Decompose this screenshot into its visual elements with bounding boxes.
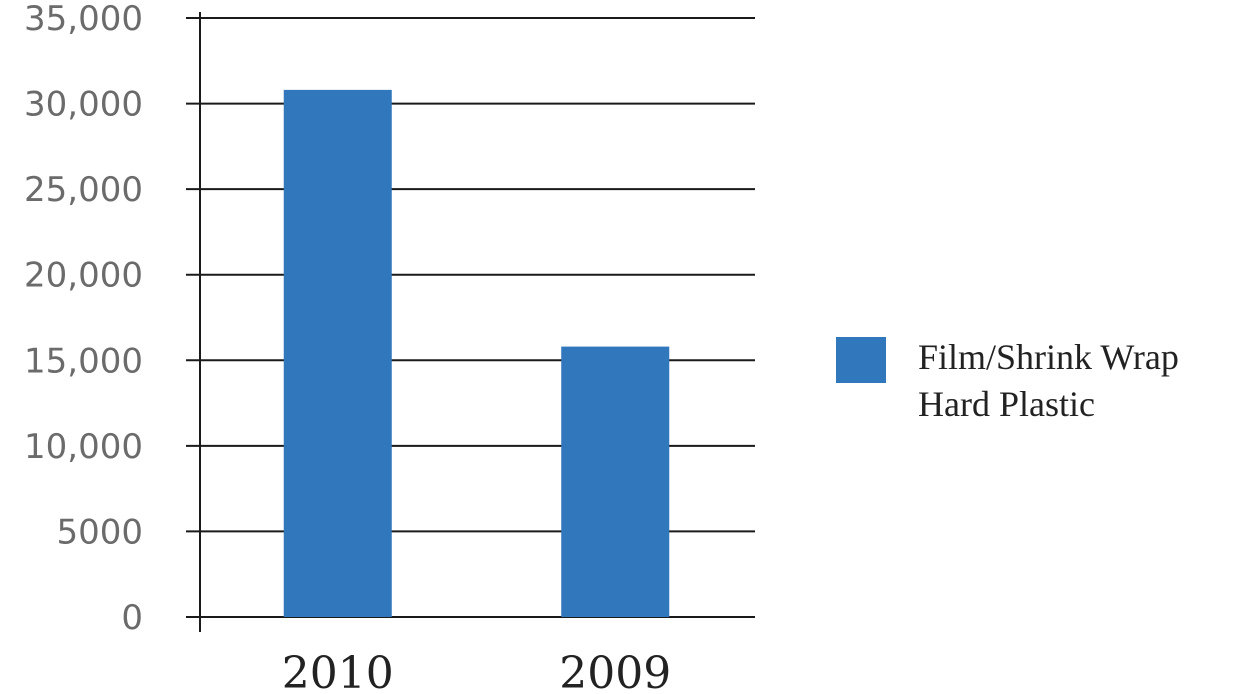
x-tick-label-2010: 2010 xyxy=(282,648,394,694)
y-tick-label: 35,000 xyxy=(24,0,143,39)
y-tick-label: 5000 xyxy=(56,512,143,552)
legend-label-film-shrink-wrap: Film/Shrink Wrap xyxy=(918,337,1179,377)
bar-2009 xyxy=(561,346,670,617)
y-tick-label: 15,000 xyxy=(24,341,143,381)
bars xyxy=(283,89,670,617)
y-tick-label: 10,000 xyxy=(24,427,143,467)
y-tick-label: 25,000 xyxy=(24,170,143,210)
y-tick-label: 0 xyxy=(121,598,143,638)
x-tick-label-2009: 2009 xyxy=(559,648,671,694)
y-tick-label: 30,000 xyxy=(24,85,143,125)
legend-label-hard-plastic: Hard Plastic xyxy=(918,384,1095,424)
bar-2010 xyxy=(283,89,392,617)
gridlines xyxy=(186,17,755,618)
x-tick-labels: 2010 2009 xyxy=(282,648,671,694)
legend-swatch-film-shrink-wrap xyxy=(836,337,886,383)
legend: Film/Shrink Wrap Hard Plastic xyxy=(836,337,1179,424)
y-tick-labels: 0 5000 10,000 15,000 20,000 25,000 30,000 35,00… xyxy=(24,0,143,638)
y-tick-label: 20,000 xyxy=(24,256,143,296)
